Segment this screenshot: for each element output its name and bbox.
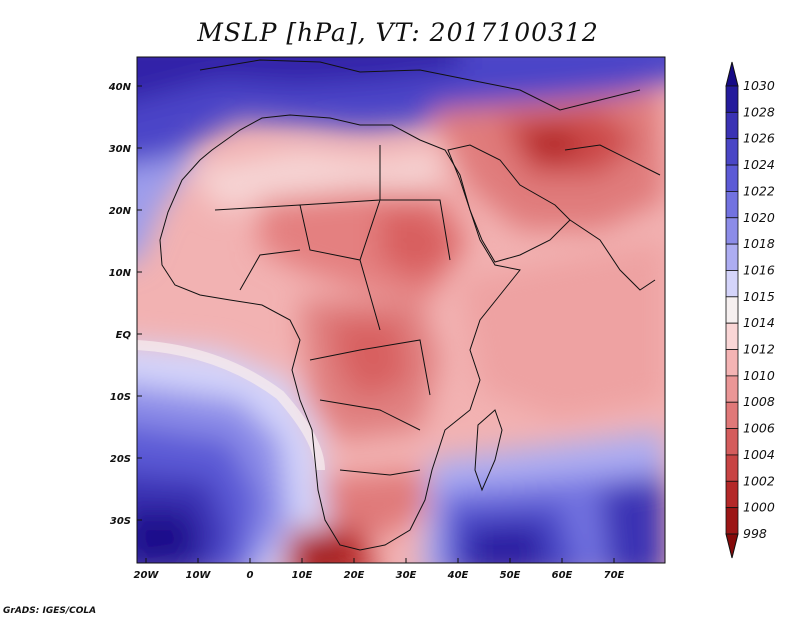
coastlines	[159, 59, 661, 551]
colorbar-swatch	[725, 454, 739, 482]
lat-label: 40N	[108, 82, 132, 93]
colorbar-arrow-bottom	[725, 533, 739, 559]
lon-label: 30E	[396, 570, 417, 581]
colorbar-label: 1015	[743, 289, 775, 304]
lon-label: 60E	[552, 570, 573, 581]
colorbar-label: 1024	[743, 157, 775, 172]
lat-label: 10S	[110, 392, 131, 403]
colorbar-arrow-top	[725, 61, 739, 87]
colorbar-swatch	[725, 322, 739, 350]
colorbar-swatch	[725, 507, 739, 535]
colorbar-label: 1012	[743, 342, 775, 357]
colorbar-swatch	[725, 111, 739, 140]
colorbar-label: 1004	[743, 447, 775, 462]
colorbar-label: 1020	[743, 210, 775, 225]
lat-label: 10N	[109, 268, 132, 279]
credit-label: GrADS: IGES/COLA	[3, 606, 97, 616]
lon-label: 10W	[186, 570, 212, 581]
colorbar-swatch	[725, 217, 739, 245]
pressure-field	[137, 57, 665, 563]
colorbar-label: 1018	[743, 236, 775, 251]
lat-label: 30S	[110, 516, 131, 527]
colorbar-swatch	[725, 164, 739, 192]
lon-label: 40E	[447, 570, 469, 581]
colorbar-swatch	[725, 401, 739, 429]
colorbar-swatch	[725, 480, 739, 509]
lat-label: 20N	[109, 206, 132, 217]
map-frame	[136, 56, 666, 564]
axis-ticks	[137, 85, 615, 563]
longitude-labels: 20W 10W 0 10E 20E 30E 40E 50E 60E 70E	[134, 570, 625, 581]
lat-label: EQ	[116, 330, 132, 341]
colorbar-swatch	[725, 191, 739, 219]
colorbar-label: 1030	[743, 78, 775, 93]
lon-label: 70E	[604, 570, 625, 581]
colorbar-swatch	[725, 138, 739, 166]
colorbar-label: 1008	[743, 394, 775, 409]
colorbar-swatch	[725, 349, 739, 377]
lon-label: 50E	[500, 570, 521, 581]
colorbar-label: 1016	[743, 262, 775, 277]
colorbar-label: 998	[743, 526, 767, 541]
colorbar-swatch	[725, 296, 739, 324]
latitude-labels: 40N 30N 20N 10N EQ 10S 20S 30S	[108, 82, 132, 527]
lon-label: 20W	[134, 570, 160, 581]
lat-label: 30N	[109, 144, 132, 155]
colorbar-swatch	[725, 428, 739, 456]
colorbar-label: 1006	[743, 421, 775, 436]
colorbar-swatch	[725, 85, 739, 113]
colorbar-label: 1002	[743, 473, 775, 488]
colorbar-label: 1010	[743, 368, 775, 383]
lon-label: 10E	[292, 570, 313, 581]
colorbar-label: 1026	[743, 131, 775, 146]
lat-label: 20S	[110, 454, 131, 465]
lon-label: 20E	[344, 570, 365, 581]
colorbar-label: 1028	[743, 104, 775, 119]
colorbar-label: 1022	[743, 183, 775, 198]
colorbar-swatch	[725, 270, 739, 298]
colorbar-label: 1000	[743, 500, 775, 515]
lon-label: 0	[247, 570, 254, 581]
colorbar-label: 1014	[743, 315, 775, 330]
colorbar: 1030 1028 1026 1024 1022 1020 1018 1016 1015 1014…	[725, 61, 775, 559]
colorbar-swatch	[725, 243, 739, 271]
colorbar-swatch	[725, 375, 739, 403]
map-title: MSLP [hPa], VT: 2017100312	[197, 18, 599, 47]
